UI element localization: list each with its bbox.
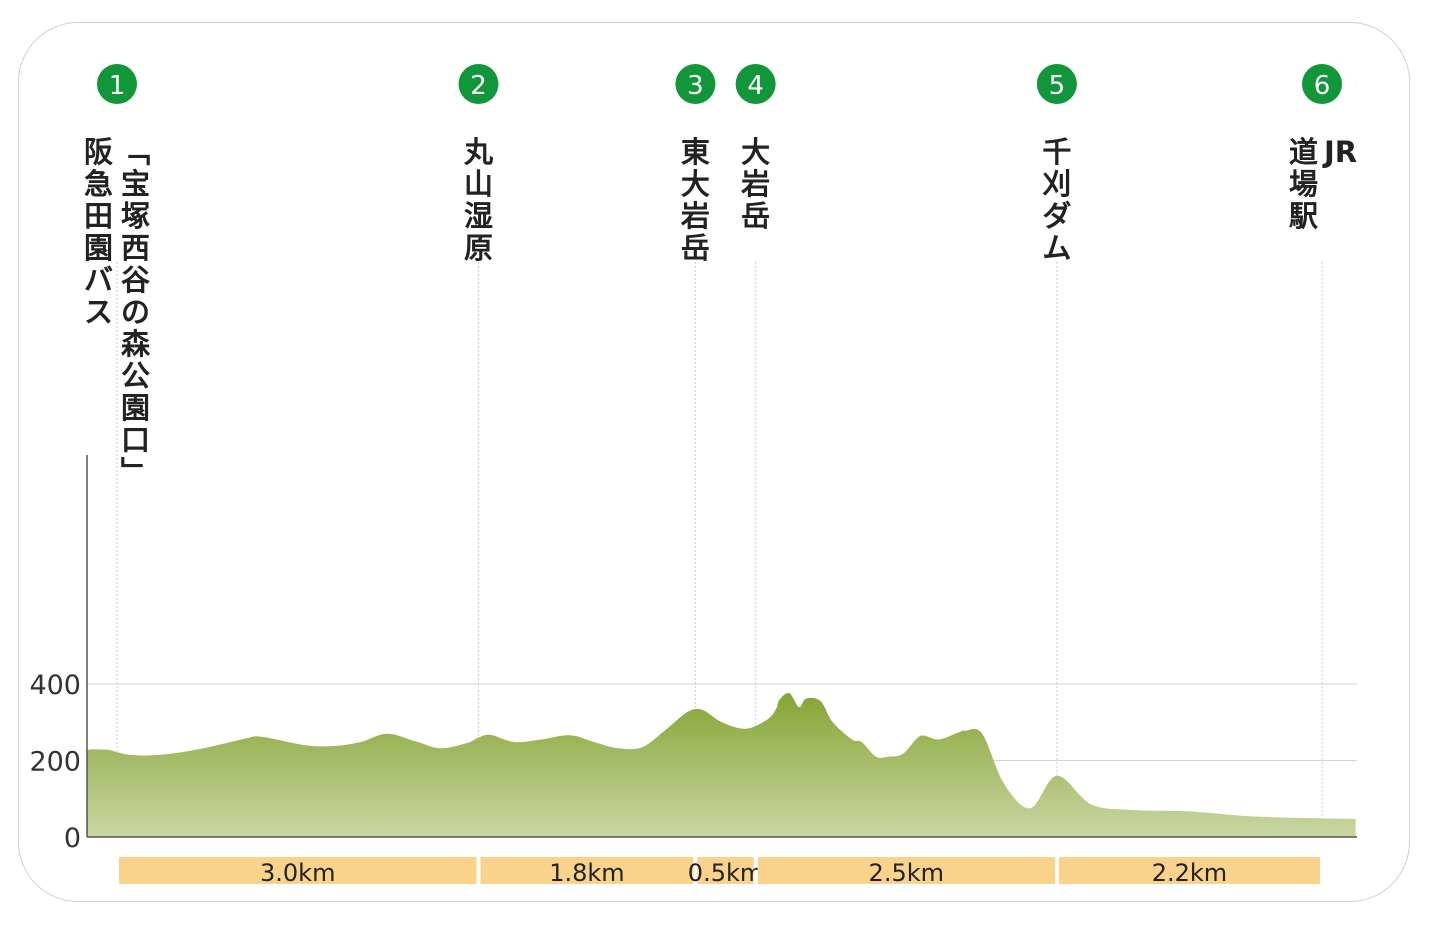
stop-name-label: JR (1322, 135, 1357, 169)
stop-number: 1 (109, 71, 126, 101)
stop-number: 2 (470, 71, 487, 101)
stop-marker (97, 64, 137, 104)
segment-bar (480, 857, 694, 884)
stop-number: 6 (1314, 71, 1331, 101)
stop-name-column: ﹁宝塚西谷の森公園口﹂ (121, 135, 151, 489)
y-tick-label: 200 (29, 747, 81, 778)
stop-name-label: 丸山湿原 (463, 135, 493, 265)
stop-name-column: 道場駅 (1289, 135, 1318, 233)
segment-distance-label: 1.8km (549, 859, 624, 887)
stop-marker (1036, 64, 1077, 104)
stop-number: 4 (747, 71, 764, 101)
segment-bar (119, 857, 477, 884)
stop-name-label: 道場駅 (1289, 135, 1318, 233)
stop-name-column: 丸山湿原 (463, 135, 493, 265)
stop-number: 5 (1049, 71, 1066, 101)
stop-marker (1302, 64, 1342, 104)
stop-name-column: JR (1322, 135, 1357, 169)
stop-name-column: 阪急田園バス (84, 135, 113, 329)
segment-distance-label: 0.5km (688, 859, 763, 887)
segment-distance-label: 3.0km (260, 859, 335, 887)
stop-marker (675, 64, 716, 104)
stop-marker (458, 64, 499, 104)
segment-distance-label: 2.2km (1152, 859, 1227, 887)
segment-distance-label: 2.5km (869, 859, 944, 887)
stop-name-label: 阪急田園バス (84, 135, 113, 329)
stop-marker (735, 64, 776, 104)
y-tick-label: 0 (64, 823, 81, 854)
stop-number: 3 (687, 71, 704, 101)
stop-name-label: 千刈ダム (1042, 135, 1071, 265)
stop-name-label: 大岩岳 (740, 135, 770, 233)
stop-name-column: 大岩岳 (740, 135, 770, 233)
segment-bar (697, 857, 754, 884)
segment-bar (757, 857, 1055, 884)
stop-name-label: ﹁宝塚西谷の森公園口﹂ (121, 135, 151, 489)
elevation-area (87, 692, 1356, 837)
y-tick-label: 400 (29, 670, 81, 701)
segment-bar (1058, 857, 1320, 884)
stop-name-column: 千刈ダム (1042, 135, 1071, 265)
stop-name-label: 東大岩岳 (680, 135, 710, 265)
stop-name-column: 東大岩岳 (680, 135, 710, 265)
